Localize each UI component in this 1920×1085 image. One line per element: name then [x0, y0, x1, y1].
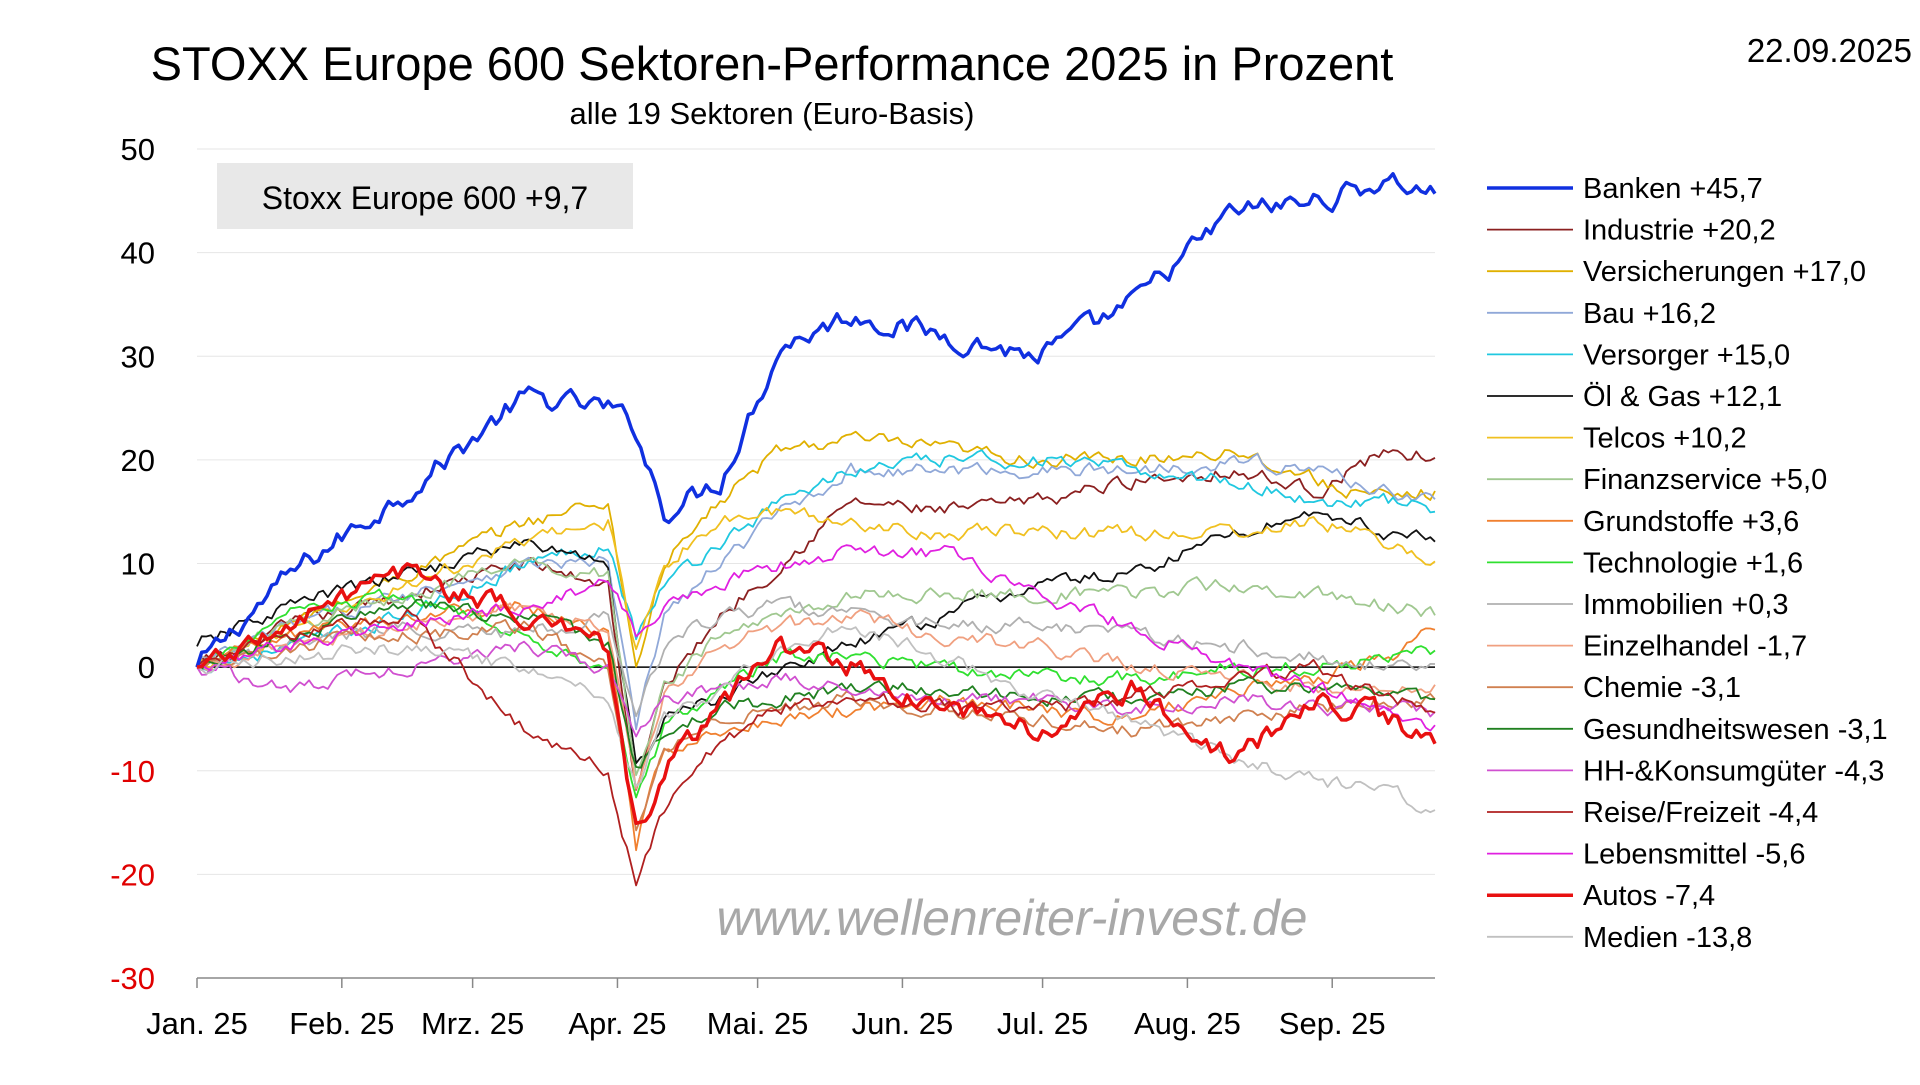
- y-tick-label: 0: [138, 650, 155, 685]
- index-badge-background: [217, 163, 633, 229]
- y-tick-label: 40: [121, 236, 155, 271]
- series-line: [196, 588, 1436, 799]
- legend-label: Finanzservice +5,0: [1583, 464, 1827, 496]
- legend-item: Medien -13,8: [1487, 922, 1752, 954]
- series-line: [195, 172, 1437, 668]
- index-badge-label: Stoxx Europe 600 +9,7: [262, 180, 588, 216]
- series-lines: [195, 172, 1437, 887]
- legend-label: Medien -13,8: [1583, 922, 1752, 954]
- legend-label: Bau +16,2: [1583, 298, 1716, 330]
- y-tick-label: -20: [110, 857, 155, 892]
- legend-item: Autos -7,4: [1487, 880, 1715, 912]
- legend-item: Einzelhandel -1,7: [1487, 631, 1807, 663]
- x-tick-label: Sep. 25: [1279, 1006, 1386, 1041]
- legend-label: Grundstoffe +3,6: [1583, 506, 1799, 538]
- legend: Banken +45,7 Industrie +20,2 Versicherunge…: [1487, 173, 1888, 954]
- legend-item: Bau +16,2: [1487, 298, 1716, 330]
- legend-label: Reise/Freizeit -4,4: [1583, 797, 1818, 829]
- legend-item: Telcos +10,2: [1487, 423, 1747, 455]
- y-tick-label: -10: [110, 754, 155, 789]
- x-tick-label: Aug. 25: [1134, 1006, 1241, 1041]
- series-line: [196, 562, 1437, 826]
- legend-item: Gesundheitswesen -3,1: [1487, 714, 1888, 746]
- series-line: [196, 544, 1436, 732]
- x-tick-label: Feb. 25: [289, 1006, 394, 1041]
- x-tick-label: Jan. 25: [146, 1006, 248, 1041]
- legend-label: Autos -7,4: [1583, 880, 1715, 912]
- legend-item: Reise/Freizeit -4,4: [1487, 797, 1818, 829]
- legend-item: HH-&Konsumgüter -4,3: [1487, 755, 1884, 787]
- legend-item: Versorger +15,0: [1487, 339, 1790, 371]
- chart-date: 22.09.2025: [1747, 32, 1912, 69]
- legend-item: Grundstoffe +3,6: [1487, 506, 1799, 538]
- x-tick-label: Apr. 25: [568, 1006, 666, 1041]
- series-line: [196, 449, 1436, 674]
- chart-title: STOXX Europe 600 Sektoren-Performance 20…: [151, 37, 1394, 90]
- series-line: [196, 608, 1436, 887]
- legend-label: Telcos +10,2: [1583, 423, 1747, 455]
- legend-label: Öl & Gas +12,1: [1583, 381, 1782, 413]
- legend-label: HH-&Konsumgüter -4,3: [1583, 755, 1884, 787]
- legend-item: Finanzservice +5,0: [1487, 464, 1827, 496]
- chart-subtitle: alle 19 Sektoren (Euro-Basis): [570, 96, 975, 131]
- x-tick-label: Jul. 25: [997, 1006, 1088, 1041]
- legend-item: Versicherungen +17,0: [1487, 256, 1866, 288]
- y-axis-ticks: 50 40 30 20 10 0 -10 -20 -30: [110, 132, 155, 996]
- series-line: [196, 430, 1436, 668]
- legend-label: Versorger +15,0: [1583, 339, 1790, 371]
- series-line: [196, 598, 1436, 769]
- legend-item: Immobilien +0,3: [1487, 589, 1789, 621]
- series-line: [196, 595, 1436, 718]
- legend-label: Banken +45,7: [1583, 173, 1763, 205]
- legend-item: Technologie +1,6: [1487, 547, 1803, 579]
- series-line: [196, 618, 1436, 832]
- legend-item: Öl & Gas +12,1: [1487, 381, 1782, 413]
- legend-label: Versicherungen +17,0: [1583, 256, 1866, 288]
- watermark: www.wellenreiter-invest.de: [717, 890, 1308, 946]
- series-line: [196, 452, 1436, 731]
- legend-label: Lebensmittel -5,6: [1583, 839, 1805, 871]
- y-tick-label: 30: [121, 339, 155, 374]
- legend-item: Lebensmittel -5,6: [1487, 839, 1805, 871]
- legend-label: Chemie -3,1: [1583, 672, 1741, 704]
- x-tick-label: Mai. 25: [707, 1006, 809, 1041]
- legend-label: Immobilien +0,3: [1583, 589, 1789, 621]
- x-tick-label: Jun. 25: [852, 1006, 954, 1041]
- legend-label: Einzelhandel -1,7: [1583, 631, 1807, 663]
- series-line: [196, 640, 1436, 738]
- series-line: [196, 511, 1436, 765]
- y-tick-label: 10: [121, 547, 155, 582]
- legend-label: Technologie +1,6: [1583, 547, 1803, 579]
- legend-item: Chemie -3,1: [1487, 672, 1741, 704]
- y-tick-label: 50: [121, 132, 155, 167]
- legend-label: Gesundheitswesen -3,1: [1583, 714, 1888, 746]
- legend-label: Industrie +20,2: [1583, 215, 1776, 247]
- legend-item: Industrie +20,2: [1487, 215, 1776, 247]
- legend-item: Banken +45,7: [1487, 173, 1763, 205]
- series-line: [196, 506, 1436, 669]
- series-line: [196, 556, 1436, 777]
- x-axis: Jan. 25 Feb. 25 Mrz. 25 Apr. 25 Mai. 25 Jun. …: [146, 977, 1435, 1041]
- x-tick-label: Mrz. 25: [421, 1006, 524, 1041]
- gridlines: [197, 148, 1435, 875]
- index-badge: Stoxx Europe 600 +9,7: [217, 163, 633, 229]
- y-tick-label: 20: [121, 443, 155, 478]
- y-tick-label: -30: [110, 961, 155, 996]
- series-line: [196, 625, 1436, 814]
